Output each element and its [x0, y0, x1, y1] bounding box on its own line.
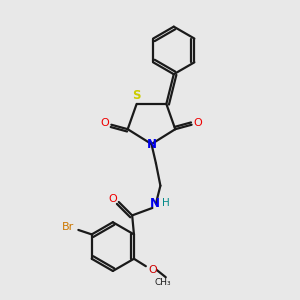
Text: O: O: [100, 118, 109, 128]
Text: S: S: [132, 89, 140, 102]
Text: O: O: [194, 118, 203, 128]
Text: N: N: [147, 138, 157, 151]
Text: Br: Br: [62, 222, 74, 232]
Text: N: N: [150, 197, 160, 210]
Text: H: H: [162, 199, 169, 208]
Text: CH₃: CH₃: [154, 278, 171, 287]
Text: O: O: [108, 194, 117, 204]
Text: O: O: [148, 265, 157, 275]
